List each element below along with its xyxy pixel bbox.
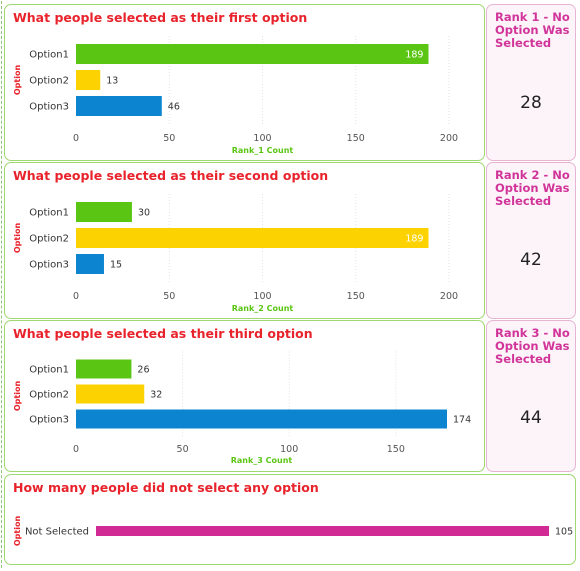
bar-chart-second-option: 0 50 100 150 200 Rank_2 Count Option Option1 30 O… xyxy=(13,194,458,313)
x-tick-label: 0 xyxy=(73,444,79,455)
x-tick-label: 50 xyxy=(177,444,189,455)
x-tick-label: 200 xyxy=(440,133,458,144)
data-label: 189 xyxy=(405,50,423,61)
y-axis-title: Option xyxy=(13,65,22,96)
bar-not-selected xyxy=(96,526,549,536)
x-axis-title: Rank_1 Count xyxy=(232,146,294,155)
category-label: Option3 xyxy=(29,102,69,113)
kpi-card-rank1-no-option[interactable]: Rank 1 - No Option Was Selected 28 xyxy=(486,4,576,161)
chart-card-third-option[interactable]: What people selected as their third opti… xyxy=(4,320,485,472)
x-tick-label: 100 xyxy=(253,291,271,302)
chart-title: What people selected as their second opt… xyxy=(13,168,329,183)
x-tick-label: 150 xyxy=(347,133,365,144)
bar-option3 xyxy=(76,96,162,116)
kpi-label: Rank 1 - No Option Was Selected xyxy=(495,10,570,50)
category-label: Option1 xyxy=(29,208,69,219)
category-label: Option2 xyxy=(29,390,69,401)
x-tick-label: 200 xyxy=(440,291,458,302)
bar-option2 xyxy=(76,384,145,404)
bar-option2 xyxy=(76,70,101,90)
data-label: 174 xyxy=(453,415,471,426)
x-tick-label: 0 xyxy=(73,133,79,144)
data-label: 189 xyxy=(405,234,423,245)
category-label: Option1 xyxy=(29,365,69,376)
x-tick-label: 50 xyxy=(163,291,175,302)
data-label: 105 xyxy=(555,527,573,538)
x-tick-label: 150 xyxy=(387,444,405,455)
x-tick-label: 150 xyxy=(347,291,365,302)
chart-card-second-option[interactable]: What people selected as their second opt… xyxy=(4,162,485,319)
x-axis-title: Rank_3 Count xyxy=(231,456,293,465)
y-axis-title: Option xyxy=(13,381,22,412)
y-axis-title: Option xyxy=(13,223,22,254)
bar-option2 xyxy=(76,228,429,248)
x-axis-title: Rank_2 Count xyxy=(232,304,294,313)
x-tick-label: 50 xyxy=(163,133,175,144)
kpi-value: 44 xyxy=(520,408,542,428)
chart-card-not-selected[interactable]: How many people did not select any optio… xyxy=(4,474,576,565)
category-label: Option2 xyxy=(29,76,69,87)
bar-option1 xyxy=(76,44,429,64)
data-label: 32 xyxy=(150,390,162,401)
chart-title: How many people did not select any optio… xyxy=(13,480,319,495)
category-label: Option3 xyxy=(29,260,69,271)
bar-chart-first-option: 0 50 100 150 200 Rank_1 Count Option Option1 189… xyxy=(13,36,458,155)
kpi-label: Rank 3 - No Option Was Selected xyxy=(495,326,570,366)
kpi-value: 28 xyxy=(520,93,542,113)
chart-title: What people selected as their third opti… xyxy=(13,326,313,341)
data-label: 30 xyxy=(138,208,150,219)
kpi-label: Rank 2 - No Option Was Selected xyxy=(495,168,570,208)
data-label: 15 xyxy=(110,260,122,271)
bar-option1 xyxy=(76,359,132,379)
category-label: Option2 xyxy=(29,234,69,245)
kpi-value: 42 xyxy=(520,250,542,270)
category-label: Not Selected xyxy=(25,527,89,538)
kpi-card-rank3-no-option[interactable]: Rank 3 - No Option Was Selected 44 xyxy=(486,320,576,472)
category-label: Option3 xyxy=(29,415,69,426)
kpi-card-rank2-no-option[interactable]: Rank 2 - No Option Was Selected 42 xyxy=(486,162,576,319)
data-label: 46 xyxy=(168,102,180,113)
x-tick-label: 100 xyxy=(280,444,298,455)
chart-card-first-option[interactable]: What people selected as their first opti… xyxy=(4,4,485,161)
y-axis-title: Option xyxy=(13,516,22,547)
bar-option3 xyxy=(76,254,104,274)
x-tick-label: 0 xyxy=(73,291,79,302)
x-tick-label: 100 xyxy=(253,133,271,144)
bar-option1 xyxy=(76,202,132,222)
category-label: Option1 xyxy=(29,50,69,61)
data-label: 13 xyxy=(106,76,118,87)
data-label: 26 xyxy=(137,365,149,376)
bar-chart-third-option: 0 50 100 150 Rank_3 Count Option Option1 26 Opti… xyxy=(13,351,471,465)
chart-title: What people selected as their first opti… xyxy=(13,10,308,25)
bar-chart-not-selected: Option Not Selected 105 xyxy=(13,516,573,547)
bar-option3 xyxy=(76,409,447,429)
